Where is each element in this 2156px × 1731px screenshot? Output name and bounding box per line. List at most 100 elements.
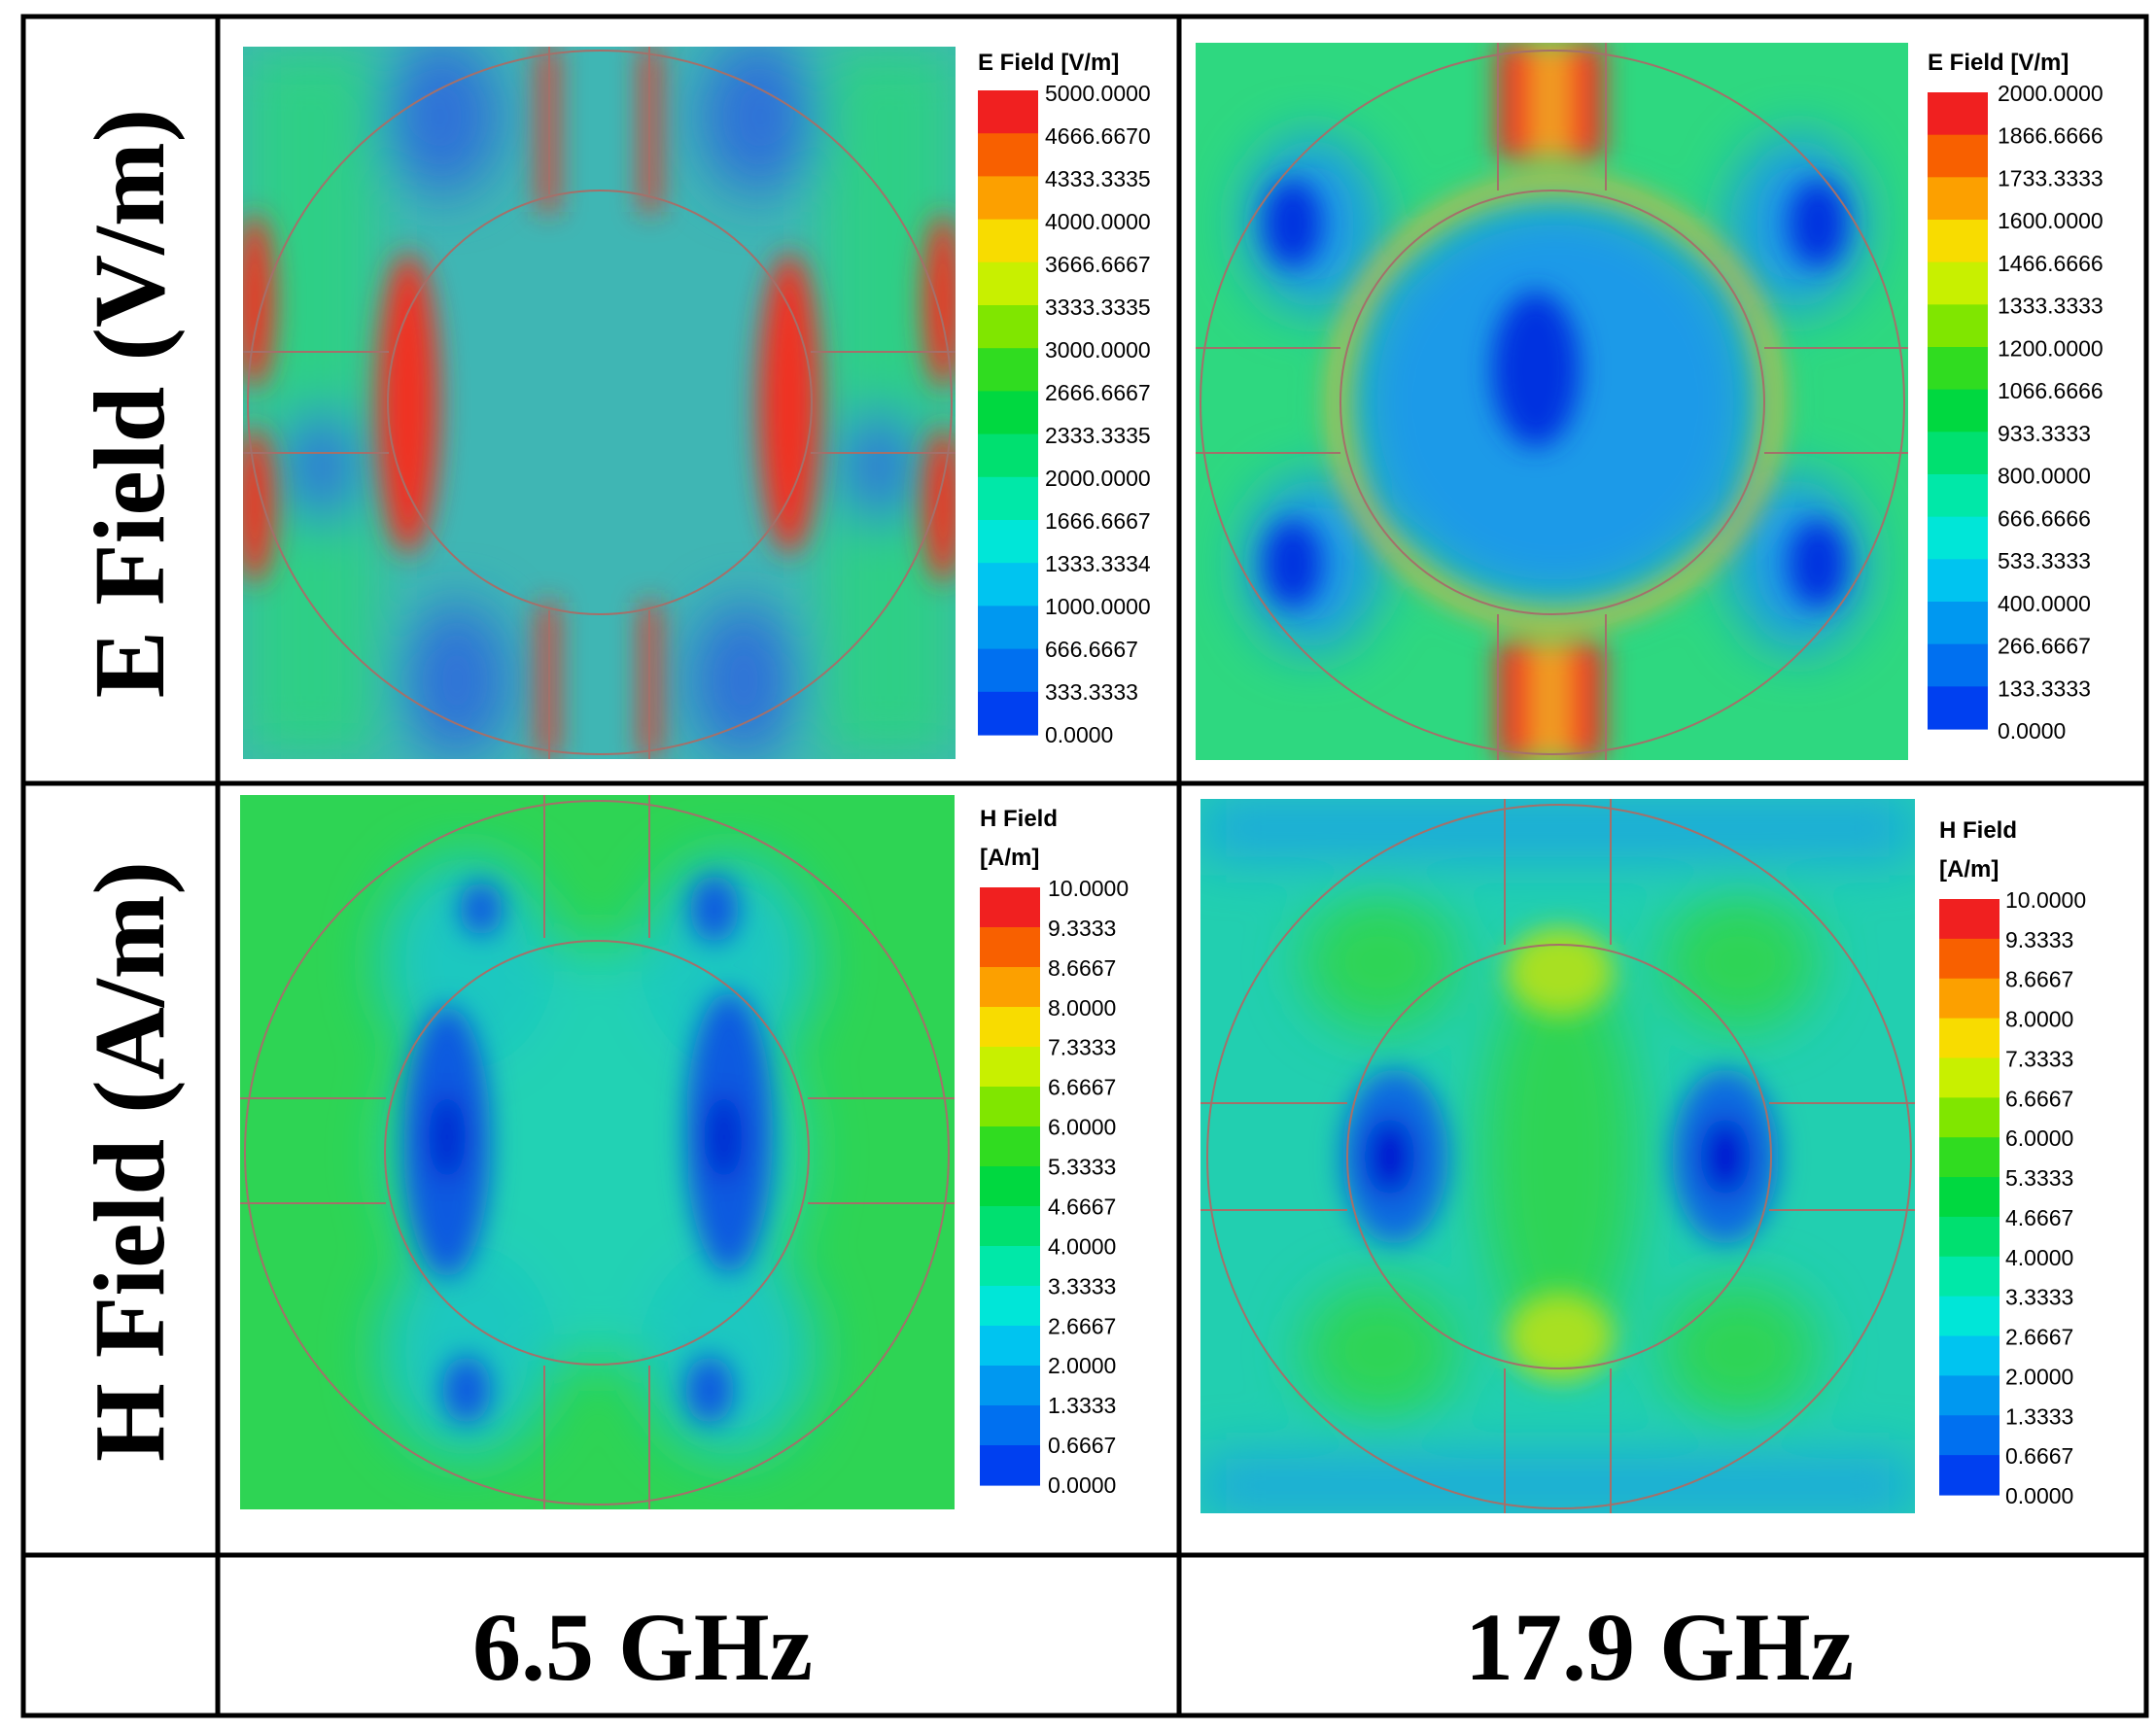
colorbar-swatch — [980, 1326, 1040, 1367]
colorbar-swatch — [978, 305, 1038, 349]
colorbar-tick-label: 6.6667 — [2005, 1086, 2073, 1111]
colorbar-tick-label: 1.3333 — [1048, 1393, 1116, 1418]
colorbar-swatch — [978, 563, 1038, 606]
colorbar-swatch — [980, 1366, 1040, 1406]
colorbar-tick-label: 933.3333 — [1998, 421, 2091, 446]
colorbar-tick-label: 0.6667 — [2005, 1443, 2073, 1469]
colorbar-swatch — [980, 1206, 1040, 1247]
colorbar-swatch — [980, 1007, 1040, 1048]
h-field-17-9-plot: H Field [A/m] 10.0000 9.3333 8.6667 8.0000 7… — [1200, 799, 2086, 1513]
colorbar-swatch — [980, 1126, 1040, 1167]
colorbar-tick-label: 6.6667 — [1048, 1075, 1116, 1100]
colorbar-tick-label: 0.6667 — [1048, 1433, 1116, 1458]
colorbar-tick-label: 7.3333 — [1048, 1035, 1116, 1060]
colorbar-tick-label: 1733.3333 — [1998, 165, 2104, 190]
colorbar-swatch — [1939, 1415, 2000, 1456]
colorbar-tick-label: 2.6667 — [2005, 1325, 2073, 1350]
colorbar-tick-label: 1.3333 — [2005, 1403, 2073, 1429]
colorbar-tick-label: 2.6667 — [1048, 1313, 1116, 1338]
h-field-6-5-plot: H Field [A/m] 10.0000 9.3333 8.6667 8.0000 7… — [240, 795, 1129, 1509]
colorbar-tick-label: 800.0000 — [1998, 464, 2091, 489]
colorbar-tick-label: 1666.6667 — [1045, 508, 1151, 534]
colorbar-tick-label: 666.6666 — [1998, 505, 2091, 531]
row-label-e-field: E Field (V/m) — [74, 109, 186, 699]
colorbar-tick-label: 2666.6667 — [1045, 380, 1151, 405]
colorbar-swatch — [1939, 1296, 2000, 1337]
colorbar-swatch — [1928, 516, 1988, 560]
colorbar-swatch — [1928, 559, 1988, 603]
colorbar-tick-label: 1333.3334 — [1045, 551, 1151, 576]
colorbar-tick-label: 3000.0000 — [1045, 337, 1151, 363]
colorbar-swatch — [1939, 1097, 2000, 1138]
colorbar-swatch — [1939, 1455, 2000, 1496]
colorbar-tick-label: 400.0000 — [1998, 591, 2091, 616]
colorbar-tick-label: 10.0000 — [1048, 876, 1129, 901]
colorbar-swatch — [978, 219, 1038, 263]
colorbar-tick-label: 333.3333 — [1045, 679, 1138, 705]
colorbar-tick-label: 533.3333 — [1998, 548, 2091, 573]
colorbar-swatch — [980, 1047, 1040, 1088]
h-field-6-5-colorbar: H Field [A/m] 10.0000 9.3333 8.6667 8.0000 7… — [980, 806, 1129, 1498]
colorbar-swatch — [1928, 177, 1988, 221]
colorbar-swatch — [978, 648, 1038, 693]
colorbar-swatch — [1928, 347, 1988, 391]
colorbar-swatch — [980, 1246, 1040, 1287]
frequency-label-6-5: 6.5 GHz — [472, 1593, 813, 1701]
colorbar-swatch — [980, 927, 1040, 968]
colorbar-tick-label: 8.6667 — [2005, 967, 2073, 992]
colorbar-tick-label: 4666.6670 — [1045, 123, 1151, 149]
colorbar-tick-label: 9.3333 — [1048, 916, 1116, 941]
colorbar-swatch — [978, 433, 1038, 478]
colorbar-swatch — [1928, 134, 1988, 178]
colorbar-tick-label: 9.3333 — [2005, 927, 2073, 952]
colorbar-swatch — [1939, 1177, 2000, 1218]
colorbar-tick-label: 2000.0000 — [1998, 81, 2104, 106]
colorbar-swatch — [980, 1405, 1040, 1446]
colorbar-tick-label: 3333.3335 — [1045, 294, 1151, 320]
colorbar-tick-label: 1600.0000 — [1998, 208, 2104, 233]
colorbar-swatch — [978, 261, 1038, 306]
colorbar-tick-label: 2000.0000 — [1045, 466, 1151, 491]
colorbar-tick-label: 1866.6666 — [1998, 123, 2104, 149]
colorbar-title-unit: [A/m] — [1939, 856, 1999, 883]
colorbar-swatch — [1928, 389, 1988, 433]
colorbar-tick-label: 4000.0000 — [1045, 209, 1151, 234]
colorbar-tick-label: 6.0000 — [2005, 1125, 2073, 1151]
row-label-h-field: H Field (A/m) — [74, 861, 186, 1462]
colorbar-swatch — [1939, 978, 2000, 1020]
colorbar-swatch — [980, 1166, 1040, 1207]
colorbar-swatch — [1939, 1137, 2000, 1178]
colorbar-swatch — [978, 348, 1038, 392]
colorbar-title: H Field — [1939, 817, 2017, 844]
colorbar-swatch — [978, 691, 1038, 736]
colorbar-tick-label: 3666.6667 — [1045, 252, 1151, 277]
colorbar-tick-label: 4.0000 — [2005, 1245, 2073, 1270]
colorbar-swatch — [1928, 220, 1988, 263]
colorbar-tick-label: 6.0000 — [1048, 1115, 1116, 1140]
colorbar-tick-label: 4.0000 — [1048, 1233, 1116, 1259]
colorbar-tick-label: 1466.6666 — [1998, 251, 2104, 276]
colorbar-tick-label: 3.3333 — [2005, 1285, 2073, 1310]
colorbar-tick-label: 5.3333 — [1048, 1155, 1116, 1180]
colorbar-tick-label: 4333.3335 — [1045, 166, 1151, 191]
colorbar-swatch — [1928, 304, 1988, 348]
colorbar-title: H Field — [980, 806, 1058, 832]
colorbar-tick-label: 10.0000 — [2005, 887, 2086, 913]
colorbar-tick-label: 133.3333 — [1998, 675, 2091, 701]
colorbar-tick-label: 1066.6666 — [1998, 378, 2104, 403]
colorbar-swatch — [978, 606, 1038, 650]
colorbar-title: E Field [V/m] — [1928, 50, 2069, 76]
colorbar-swatch — [978, 90, 1038, 134]
colorbar-tick-label: 1200.0000 — [1998, 335, 2104, 361]
colorbar-swatch — [1939, 1057, 2000, 1098]
frequency-label-17-9: 17.9 GHz — [1465, 1593, 1854, 1701]
colorbar-tick-label: 8.0000 — [1048, 995, 1116, 1021]
e-field-6-5-colorbar: E Field [V/m] 5000.0000 4666.6670 4333.333… — [978, 50, 1151, 747]
colorbar-swatch — [980, 1087, 1040, 1127]
e-field-17-9-plot: E Field [V/m] 2000.0000 1866.6666 1733.333… — [1196, 43, 2104, 760]
table-grid — [20, 14, 2149, 1718]
colorbar-swatch — [1939, 1375, 2000, 1416]
colorbar-tick-label: 8.0000 — [2005, 1007, 2073, 1032]
colorbar-tick-label: 5.3333 — [2005, 1165, 2073, 1191]
colorbar-swatch — [1939, 899, 2000, 940]
